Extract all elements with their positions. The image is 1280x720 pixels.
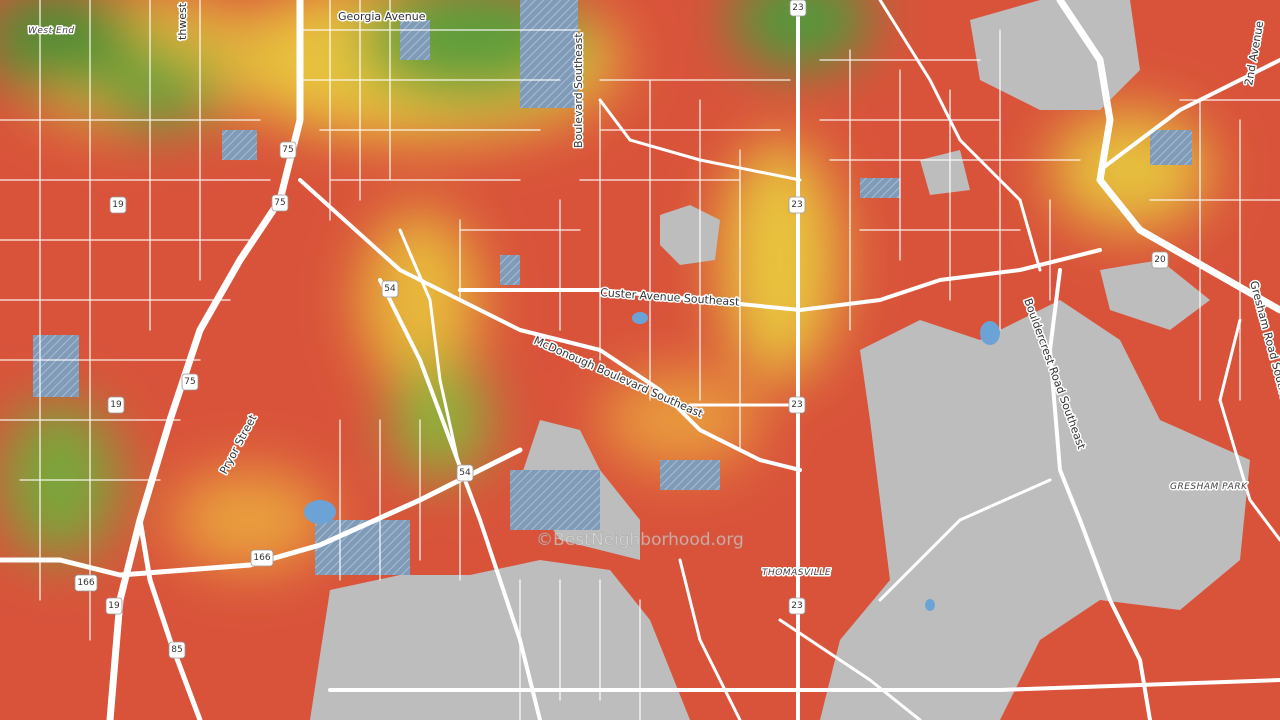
shield-number: 23 [791,200,802,210]
shield-body [788,597,806,615]
shield-number: 85 [171,645,182,655]
route-shield: 166 [250,549,274,567]
shield-number: 166 [77,578,94,588]
shield-body [105,597,123,615]
route-shield: 166 [74,574,98,592]
street-label: Boulevard Southeast [572,33,585,148]
shield-body [279,141,297,159]
no-data-areas [310,0,1250,720]
shield-number: 19 [110,400,122,410]
shield-body [250,549,274,567]
shield-number: 166 [253,553,270,563]
shield-number: 75 [184,377,195,387]
route-shield: 23 [788,396,806,414]
place-label: GRESHAM PARK [1170,482,1248,492]
route-shield: 75 [271,194,289,212]
route-shield: 85 [168,641,186,659]
route-shield: 20 [1151,251,1169,269]
route-shield: 19 [107,396,125,414]
shield-body [788,396,806,414]
route-shield: 54 [456,464,474,482]
shield-number: 19 [108,601,120,611]
route-shield: 19 [105,597,123,615]
shield-number: 20 [1154,255,1166,265]
route-shield: 23 [789,0,807,17]
shield-number: 19 [112,200,124,210]
shield-number: 23 [791,601,802,611]
route-shield: 54 [381,280,399,298]
shield-body [107,396,125,414]
shield-body [788,196,806,214]
shield-number: 75 [274,198,285,208]
route-shield: 23 [788,196,806,214]
shield-body [109,196,127,214]
shield-number: 54 [459,468,471,478]
shield-body [271,194,289,212]
shield-number: 75 [282,145,293,155]
shield-body [168,641,186,659]
shield-number: 23 [792,3,803,13]
watermark: ©BestNeighborhood.org [536,530,744,550]
water [304,312,1000,611]
shield-body [456,464,474,482]
route-shield: 19 [109,196,127,214]
shield-number: 23 [791,400,802,410]
street-label: thwest [176,2,189,40]
shield-body [181,373,199,391]
place-label: THOMASVILLE [762,568,831,578]
parks [33,0,1192,575]
shield-body [381,280,399,298]
route-shield: 75 [279,141,297,159]
shield-number: 54 [384,284,396,294]
route-shields: 23 75 75 19 23 54 20 75 19 23 54 166 166 19 23 85 [74,0,1169,659]
shield-body [789,0,807,17]
place-label: West End [28,26,75,36]
route-shield: 23 [788,597,806,615]
route-shield: 75 [181,373,199,391]
shield-body [74,574,98,592]
shield-body [1151,251,1169,269]
street-label: Georgia Avenue [338,10,426,23]
